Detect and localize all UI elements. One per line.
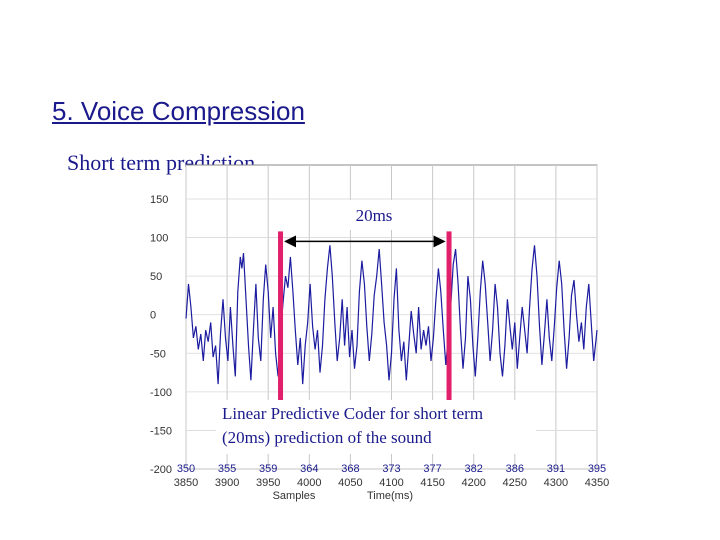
y-axis-tick-labels: 150 100 50 0 -50 -100 -150 -200 — [150, 194, 172, 476]
x-tick-label-time: 4150 — [420, 477, 444, 489]
period-markers — [278, 231, 452, 435]
y-tick-label: 50 — [150, 271, 162, 283]
x-tick-label-sample: 364 — [300, 463, 318, 475]
x-tick-label-time: 4300 — [544, 477, 568, 489]
period-label-box: 20ms — [343, 200, 405, 230]
x-tick-label-time: 4350 — [585, 477, 609, 489]
x-tick-label-sample: 395 — [588, 463, 606, 475]
caption-box: Linear Predictive Coder for short term (… — [216, 400, 536, 454]
x-tick-label-sample: 377 — [423, 463, 441, 475]
y-tick-label: -100 — [150, 387, 172, 399]
caption-line-2: (20ms) prediction of the sound — [222, 428, 432, 447]
x-axis-label-samples: Samples — [273, 490, 316, 502]
period-marker-bar — [278, 231, 284, 435]
x-tick-label-time: 4200 — [461, 477, 485, 489]
x-tick-label-sample: 382 — [465, 463, 483, 475]
x-axis-tick-labels: 350 3850 355 3900 359 3950 364 4000 368 4050 373 41… — [174, 463, 609, 489]
caption-line-1: Linear Predictive Coder for short term — [222, 404, 483, 423]
x-tick-label-sample: 368 — [341, 463, 359, 475]
y-tick-label: 150 — [150, 194, 168, 206]
x-tick-label-sample: 359 — [259, 463, 277, 475]
period-label: 20ms — [356, 206, 393, 225]
y-tick-label: 100 — [150, 233, 168, 245]
y-tick-label: 0 — [150, 310, 156, 322]
x-tick-label-time: 4050 — [338, 477, 362, 489]
x-tick-label-time: 4100 — [379, 477, 403, 489]
x-tick-label-sample: 373 — [382, 463, 400, 475]
x-tick-label-time: 4250 — [503, 477, 527, 489]
x-tick-label-time: 3850 — [174, 477, 198, 489]
x-tick-label-sample: 350 — [177, 463, 195, 475]
waveform-series — [185, 245, 598, 385]
y-tick-label: -150 — [150, 425, 172, 437]
slide-title: 5. Voice Compression — [52, 96, 305, 126]
x-axis-label-time: Time(ms) — [367, 490, 413, 502]
x-tick-label-sample: 391 — [547, 463, 565, 475]
x-tick-label-time: 3900 — [215, 477, 239, 489]
x-tick-label-sample: 355 — [218, 463, 236, 475]
y-tick-label: -50 — [150, 348, 166, 360]
x-tick-label-time: 4000 — [297, 477, 321, 489]
period-marker-bar — [446, 231, 452, 435]
x-tick-label-sample: 386 — [506, 463, 524, 475]
x-tick-label-time: 3950 — [256, 477, 280, 489]
y-tick-label: -200 — [150, 464, 172, 476]
